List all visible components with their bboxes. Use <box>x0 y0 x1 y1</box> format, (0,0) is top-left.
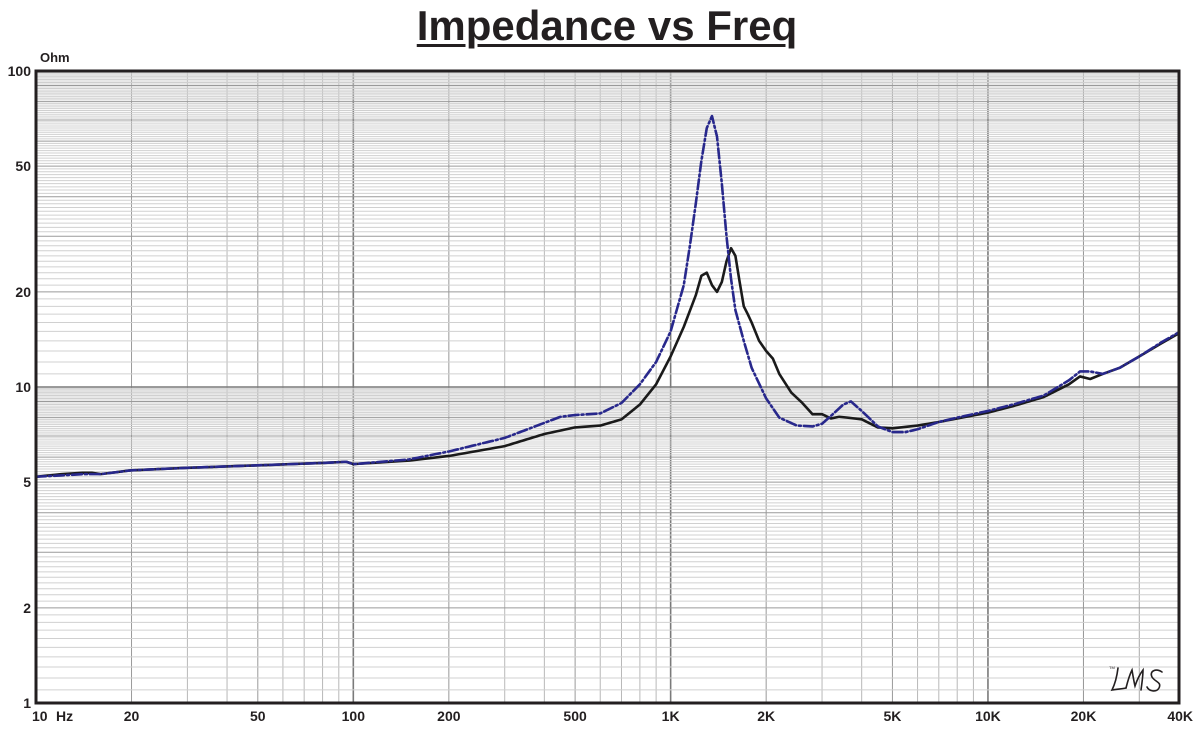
x-tick-label: 2K <box>757 708 775 724</box>
plot-frame <box>34 69 1181 705</box>
y-tick-label: 20 <box>15 284 31 300</box>
x-tick-label: 10 <box>32 708 48 724</box>
y-tick-label: 2 <box>23 600 31 616</box>
x-tick-label: 5K <box>883 708 901 724</box>
x-tick-label: 50 <box>250 708 266 724</box>
y-axis-unit-label: Ohm <box>40 50 70 65</box>
y-tick-label: 100 <box>8 63 32 79</box>
x-tick-label: 1K <box>662 708 680 724</box>
grid-layer <box>36 71 1179 703</box>
y-tick-label: 5 <box>23 474 31 490</box>
x-tick-label: 200 <box>437 708 461 724</box>
x-tick-labels: 10 20 50 100 200 500 1K 2K 5K 10K 20K 40K <box>32 708 1193 724</box>
y-tick-labels: 1 2 5 10 20 50 100 <box>8 63 32 711</box>
x-tick-label: 100 <box>342 708 366 724</box>
x-tick-label: 10K <box>975 708 1001 724</box>
y-tick-label: 50 <box>15 158 31 174</box>
x-axis-unit-label: Hz <box>56 708 73 724</box>
y-tick-label: 1 <box>23 695 31 711</box>
lms-logo: TM <box>1109 665 1163 692</box>
svg-text:TM: TM <box>1109 665 1115 670</box>
chart-title: Impedance vs Freq <box>416 2 798 49</box>
x-tick-label: 40K <box>1167 708 1193 724</box>
series-layer <box>34 114 1181 479</box>
y-tick-label: 10 <box>15 379 31 395</box>
x-tick-label: 20 <box>124 708 140 724</box>
series-line-2 <box>34 114 1181 479</box>
x-tick-label: 20K <box>1071 708 1097 724</box>
x-tick-label: 500 <box>563 708 587 724</box>
